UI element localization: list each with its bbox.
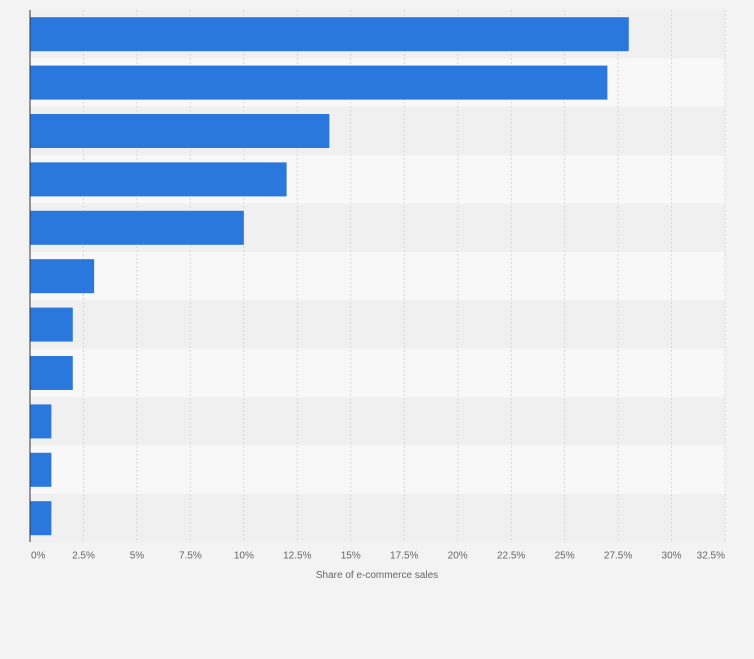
bar[interactable] [30,356,73,390]
x-tick-label: 32.5% [697,550,725,561]
bar[interactable] [30,259,95,294]
x-tick-label: 30% [662,550,682,561]
x-tick-label: 7.5% [179,550,202,561]
x-tick-label: 0% [31,550,46,561]
x-tick-label: 15% [341,550,361,561]
x-tick-labels: 0% 2.5% 5% 7.5% 10% 12.5% 15% 17.5% 20% 22.5% 25% 2… [31,550,725,561]
bar[interactable] [30,307,73,342]
row-band [30,252,725,301]
row-band [30,300,725,349]
bar[interactable] [30,162,287,197]
bar[interactable] [30,210,244,245]
x-tick-label: 10% [234,550,254,561]
bar[interactable] [30,114,330,148]
bar[interactable] [30,404,52,439]
bars [30,17,629,536]
x-axis-title: Share of e-commerce sales [316,570,438,581]
x-tick-label: 17.5% [390,550,418,561]
x-tick-label: 25% [555,550,575,561]
x-tick-label: 20% [448,550,468,561]
x-tick-label: 22.5% [497,550,525,561]
x-tick-label: 12.5% [283,550,311,561]
x-tick-label: 27.5% [604,550,632,561]
row-band [30,397,725,446]
bar[interactable] [30,65,608,100]
row-band [30,494,725,543]
x-tick-label: 2.5% [72,550,95,561]
row-band [30,445,725,494]
bar[interactable] [30,501,52,536]
row-band [30,348,725,398]
x-tick-label: 5% [130,550,145,561]
bar[interactable] [30,452,52,487]
bar[interactable] [30,17,629,52]
